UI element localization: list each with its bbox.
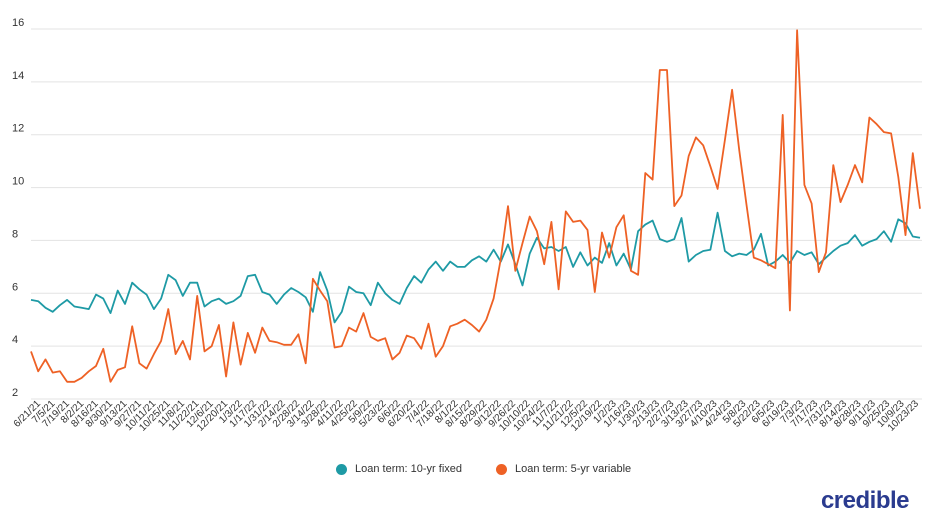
- y-tick-label: 10: [12, 176, 24, 188]
- legend-item-variable[interactable]: Loan term: 5-yr variable: [496, 463, 631, 475]
- series-line-10yr-fixed: [30, 211, 921, 324]
- y-tick-label: 4: [12, 334, 18, 346]
- series-lines: [30, 29, 921, 383]
- series-line-5yr-variable: [30, 29, 921, 383]
- y-axis-ticks: 2 4 6 8 10 12 14 16: [12, 17, 24, 399]
- y-tick-label: 6: [12, 281, 18, 293]
- legend-swatch-fixed: [336, 463, 347, 475]
- legend-label-fixed: Loan term: 10-yr fixed: [355, 463, 462, 475]
- y-tick-label: 8: [12, 228, 18, 240]
- y-tick-label: 12: [12, 123, 24, 135]
- credible-logo: credible: [820, 487, 910, 514]
- y-tick-label: 14: [12, 70, 24, 82]
- y-tick-label: 16: [12, 17, 24, 29]
- x-axis-ticks: 6/21/217/5/217/19/218/2/218/16/218/30/21…: [12, 398, 922, 434]
- legend-item-fixed[interactable]: Loan term: 10-yr fixed: [336, 463, 462, 475]
- legend: Loan term: 10-yr fixed Loan term: 5-yr v…: [336, 463, 631, 475]
- gridlines: [31, 28, 922, 400]
- y-tick-label: 2: [12, 387, 18, 399]
- legend-label-variable: Loan term: 5-yr variable: [515, 463, 632, 475]
- legend-swatch-variable: [496, 463, 507, 475]
